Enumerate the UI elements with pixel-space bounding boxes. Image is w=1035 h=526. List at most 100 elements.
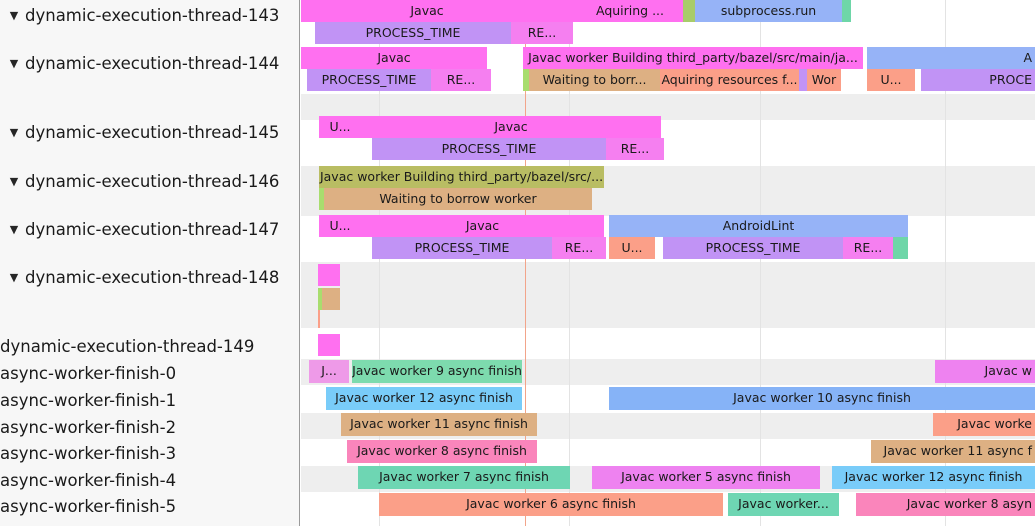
trace-span-label: Aquiring resources f... (661, 71, 798, 87)
chevron-down-icon[interactable]: ▼ (9, 270, 19, 284)
trace-span[interactable]: Waiting to borr... (529, 69, 660, 91)
trace-span-label: U... (621, 239, 643, 255)
track-label-async-worker-finish-1[interactable]: async-worker-finish-1 (0, 388, 300, 412)
trace-span[interactable] (893, 237, 908, 259)
trace-span[interactable]: Wor (807, 69, 841, 91)
chevron-down-icon[interactable]: ▼ (9, 125, 19, 139)
trace-span-label: Javac (494, 118, 528, 134)
trace-span[interactable]: RE... (606, 138, 664, 160)
chevron-down-icon[interactable]: ▼ (9, 174, 19, 188)
trace-span[interactable]: A (867, 47, 1035, 69)
trace-span[interactable]: Javac worker 8 async finish (347, 440, 537, 463)
trace-span[interactable]: Javac worker 12 async finish (832, 466, 1035, 489)
trace-span[interactable] (799, 69, 807, 91)
trace-span-label: RE... (446, 71, 476, 87)
trace-span-label: U... (329, 118, 351, 134)
row-band (301, 94, 1035, 120)
track-label-async-worker-finish-2[interactable]: async-worker-finish-2 (0, 415, 300, 439)
trace-span[interactable]: Javac worker Building third_party/bazel/… (523, 47, 863, 69)
trace-span[interactable]: RE... (431, 69, 491, 91)
chevron-down-icon[interactable]: ▼ (9, 8, 19, 22)
track-label-dynamic-execution-thread-149[interactable]: dynamic-execution-thread-149 (0, 334, 300, 358)
track-label-text: dynamic-execution-thread-144 (25, 53, 280, 73)
trace-span[interactable]: PROCESS_TIME (307, 69, 431, 91)
track-label-dynamic-execution-thread-147[interactable]: ▼ dynamic-execution-thread-147 (0, 217, 300, 241)
trace-span[interactable]: RE... (552, 237, 606, 259)
timeline-pane[interactable]: Javac PROCESS_TIME RE... Aquiring ... subpro… (301, 0, 1035, 526)
trace-span[interactable]: U... (319, 215, 361, 237)
track-label-async-worker-finish-3[interactable]: async-worker-finish-3 (0, 441, 300, 465)
trace-span[interactable]: PROCESS_TIME (663, 237, 843, 259)
trace-span[interactable] (487, 69, 491, 91)
trace-span-label: PROCESS_TIME (365, 24, 461, 40)
trace-span[interactable]: Javac w (935, 360, 1035, 383)
trace-span[interactable]: Javac worker 11 async f (871, 440, 1035, 463)
trace-span-label: Javac worker 12 async finish (335, 390, 513, 406)
trace-span[interactable] (322, 288, 340, 310)
trace-span[interactable]: Waiting to borrow worker (324, 188, 592, 210)
trace-span[interactable]: Aquiring ... (577, 0, 683, 22)
trace-span[interactable]: Javac worker Building third_party/bazel/… (319, 166, 604, 188)
trace-span-label: PROCE (989, 71, 1032, 87)
trace-span[interactable] (553, 0, 577, 22)
time-marker-line (525, 0, 526, 526)
trace-span[interactable]: Javac worker... (728, 493, 839, 516)
trace-span-label: Javac (465, 217, 500, 233)
trace-span[interactable]: Javac worker 9 async finish (352, 360, 522, 383)
track-label-dynamic-execution-thread-143[interactable]: ▼ dynamic-execution-thread-143 (0, 3, 300, 27)
trace-span-label: Javac worker 10 async finish (733, 390, 911, 406)
trace-span[interactable]: J... (309, 360, 349, 383)
trace-span-label: PROCESS_TIME (321, 71, 417, 87)
trace-span-label: Javac worker 5 async finish (621, 469, 791, 485)
trace-span-label: AndroidLint (722, 217, 795, 233)
trace-span[interactable]: Javac worker 11 async finish (341, 413, 537, 436)
trace-span[interactable] (319, 166, 324, 210)
track-label-async-worker-finish-0[interactable]: async-worker-finish-0 (0, 361, 300, 385)
track-label-dynamic-execution-thread-146[interactable]: ▼ dynamic-execution-thread-146 (0, 169, 300, 193)
trace-span[interactable]: PROCESS_TIME (372, 237, 552, 259)
trace-span[interactable]: Javac worke (933, 413, 1035, 436)
trace-span-label: Javac worke (957, 416, 1032, 432)
trace-span[interactable]: Javac worker 12 async finish (326, 387, 522, 410)
trace-span[interactable]: U... (609, 237, 655, 259)
track-label-async-worker-finish-5[interactable]: async-worker-finish-5 (0, 494, 300, 518)
trace-span[interactable] (842, 0, 851, 22)
trace-span[interactable]: Javac (361, 116, 661, 138)
time-gridline (379, 0, 380, 526)
trace-span-label: Javac worker 9 async finish (352, 363, 522, 379)
trace-span[interactable]: RE... (511, 22, 573, 44)
track-label-dynamic-execution-thread-145[interactable]: ▼ dynamic-execution-thread-145 (0, 120, 300, 144)
trace-span[interactable] (318, 334, 340, 356)
trace-span[interactable]: U... (867, 69, 915, 91)
trace-span[interactable]: PROCE (921, 69, 1035, 91)
trace-span[interactable]: PROCESS_TIME (372, 138, 606, 160)
trace-span[interactable]: Javac worker 10 async finish (609, 387, 1035, 410)
trace-span[interactable]: Javac (301, 0, 553, 22)
track-label-dynamic-execution-thread-148[interactable]: ▼ dynamic-execution-thread-148 (0, 265, 300, 289)
track-label-async-worker-finish-4[interactable]: async-worker-finish-4 (0, 468, 300, 492)
trace-span-label: A (1023, 49, 1032, 65)
trace-span-label: subprocess.run (720, 2, 817, 18)
trace-span[interactable]: Javac worker 5 async finish (592, 466, 820, 489)
chevron-down-icon[interactable]: ▼ (9, 56, 19, 70)
trace-span[interactable]: Aquiring resources f... (660, 69, 799, 91)
trace-span[interactable]: subprocess.run (695, 0, 842, 22)
track-label-text: async-worker-finish-5 (0, 496, 177, 516)
trace-span[interactable]: RE... (843, 237, 893, 259)
trace-span[interactable]: Javac worker 6 async finish (379, 493, 723, 516)
trace-span[interactable] (683, 0, 695, 22)
trace-span[interactable] (318, 310, 320, 328)
trace-span-label: Javac worker 11 async f (883, 443, 1032, 459)
trace-span[interactable]: Javac worker 8 asyn (856, 493, 1035, 516)
trace-span[interactable]: Javac (361, 215, 604, 237)
trace-span[interactable] (318, 288, 322, 310)
trace-span[interactable] (523, 69, 529, 91)
track-label-dynamic-execution-thread-144[interactable]: ▼ dynamic-execution-thread-144 (0, 51, 300, 75)
trace-span[interactable]: Javac (301, 47, 487, 69)
trace-span[interactable]: AndroidLint (609, 215, 908, 237)
chevron-down-icon[interactable]: ▼ (9, 222, 19, 236)
trace-span[interactable]: U... (319, 116, 361, 138)
trace-span[interactable]: Javac worker 7 async finish (358, 466, 570, 489)
trace-span[interactable]: PROCESS_TIME (315, 22, 511, 44)
trace-span[interactable] (318, 264, 340, 286)
